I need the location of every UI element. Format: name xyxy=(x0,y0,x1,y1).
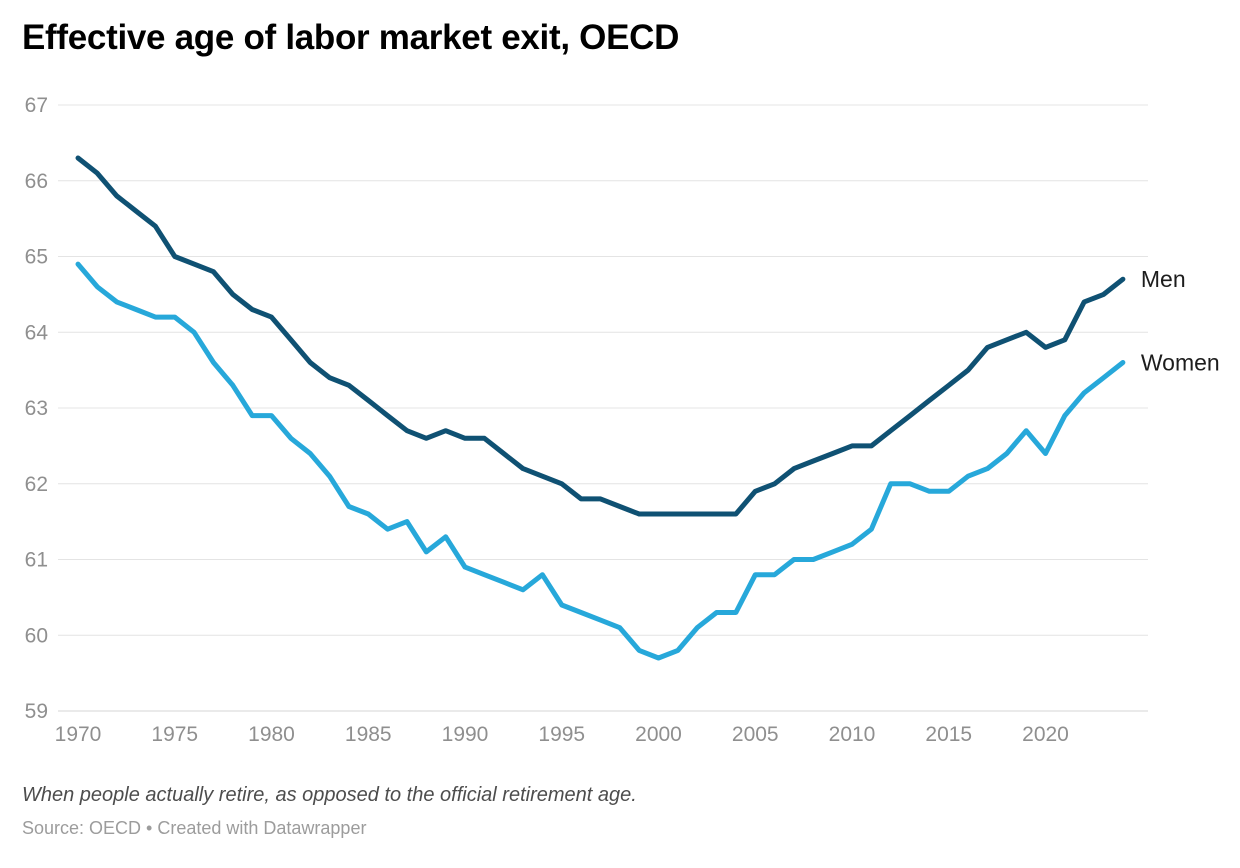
series-label-women: Women xyxy=(1141,350,1220,376)
men-line[interactable] xyxy=(75,155,1126,517)
x-tick-label: 1995 xyxy=(538,723,585,746)
x-tick-label: 1970 xyxy=(55,723,102,746)
x-tick-label: 2005 xyxy=(732,723,779,746)
line-chart: 67 66 65 64 63 62 61 60 59 1970 1975 1980 1985 1990 19… xyxy=(25,94,1220,746)
y-tick-label: 66 xyxy=(25,170,48,193)
y-tick-label: 63 xyxy=(25,397,48,420)
x-tick-label: 2020 xyxy=(1022,723,1069,746)
x-tick-label: 2010 xyxy=(829,723,876,746)
x-tick-label: 2000 xyxy=(635,723,682,746)
women-line[interactable] xyxy=(75,261,1126,661)
y-tick-label: 62 xyxy=(25,473,48,496)
y-tick-label: 67 xyxy=(25,94,48,117)
x-tick-label: 1975 xyxy=(151,723,198,746)
y-tick-label: 65 xyxy=(25,246,48,269)
x-tick-label: 1990 xyxy=(442,723,489,746)
x-tick-label: 1980 xyxy=(248,723,295,746)
chart-notes: When people actually retire, as opposed … xyxy=(22,784,637,806)
y-tick-label: 60 xyxy=(25,624,48,647)
series-label-men: Men xyxy=(1141,266,1186,292)
x-tick-label: 1985 xyxy=(345,723,392,746)
x-tick-label: 2015 xyxy=(925,723,972,746)
y-tick-label: 61 xyxy=(25,549,48,572)
chart-title: Effective age of labor market exit, OECD xyxy=(22,18,680,57)
chart-source-attribution: Source: OECD • Created with Datawrapper xyxy=(22,818,367,838)
y-tick-label: 64 xyxy=(25,321,49,344)
y-tick-label: 59 xyxy=(25,700,48,723)
